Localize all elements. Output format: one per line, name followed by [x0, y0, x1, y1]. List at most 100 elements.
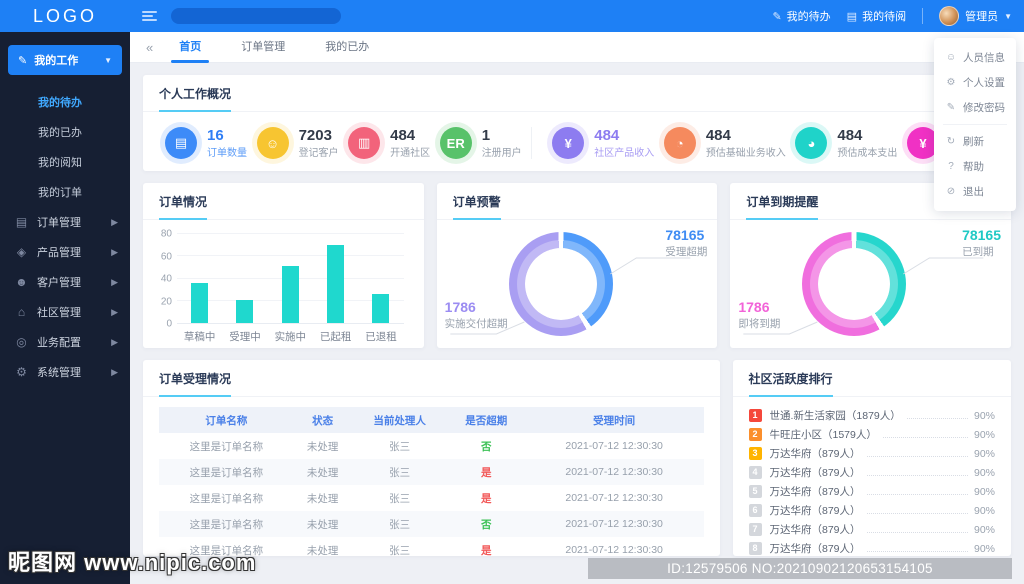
cell-handler: 张三 [389, 466, 411, 479]
sidebar-subitem-label: 我的已办 [38, 127, 82, 139]
chevron-right-icon: ▶ [111, 366, 118, 377]
cell-status: 未处理 [306, 492, 339, 505]
page-tab[interactable]: 订单管理 [221, 32, 305, 63]
order-acceptance-card: 订单受理情况 订单名称 状态 当前处理人 是否超期 受理时间 这里是订单名称 未处理 张三否… [143, 360, 720, 556]
stat-item: ☺ 7203 登记客户 [256, 127, 339, 159]
tab-bar: « 首页 订单管理 我的已办 [130, 32, 1024, 63]
sidebar-group-item[interactable]: ☻ 客户管理 ▶ [0, 267, 130, 297]
sidebar-group-icon: ⌂ [17, 305, 26, 319]
dotted-leader [866, 513, 968, 514]
donut2-title: 订单到期提醒 [746, 193, 819, 220]
user-menu-item[interactable]: ⚙ 个人设置 [934, 70, 1016, 95]
sidebar-group-item[interactable]: ◈ 产品管理 ▶ [0, 237, 130, 267]
order-table-title: 订单受理情况 [159, 370, 232, 397]
chevron-down-icon: ▼ [1004, 11, 1012, 21]
cell-status: 未处理 [306, 440, 339, 453]
order-status-bar-chart: 0 20 40 60 80 [143, 220, 424, 330]
ranking-row: 2 牛旺庄小区（1579人） 90% [748, 425, 995, 444]
sidebar-group-icon: ☻ [15, 275, 28, 289]
sidebar-subitem[interactable]: 我的已办 [0, 117, 130, 147]
cell-time: 2021-07-12 12:30:30 [565, 466, 663, 478]
menu-item-label: 人员信息 [963, 52, 1005, 64]
sidebar-subitem-label: 我的待办 [38, 97, 82, 109]
tabs-back-icon[interactable]: « [146, 39, 154, 55]
sidebar-group-label: 业务配置 [37, 337, 81, 349]
table-row[interactable]: 这里是订单名称 未处理 张三 是 2021-07-12 12:30:30 [159, 459, 704, 485]
stat-value: 1 [481, 126, 491, 144]
hamburger-menu-icon[interactable] [142, 9, 157, 23]
column-header: 当前处理人 [351, 407, 448, 433]
community-name: 万达华府（879人） [769, 543, 861, 555]
bar-category-label: 实施中 [274, 331, 307, 343]
sidebar-subitem[interactable]: 我的订单 [0, 177, 130, 207]
slice-label: 即将到期 [738, 317, 781, 330]
cell-handler: 张三 [389, 544, 411, 557]
bar-category-label: 已退租 [365, 331, 397, 343]
community-name: 万达华府（879人） [769, 467, 861, 479]
sidebar-subitem[interactable]: 我的待办 [0, 87, 130, 117]
cell-handler: 张三 [389, 518, 411, 531]
column-header: 订单名称 [159, 407, 294, 433]
cell-handler: 张三 [389, 440, 411, 453]
page-tab[interactable]: 首页 [159, 32, 221, 63]
header-right: ✎ 我的待办 ▤ 我的待阅 管理员 ▼ [772, 6, 1024, 26]
community-name: 万达华府（879人） [769, 486, 861, 498]
chevron-right-icon: ▶ [111, 276, 118, 287]
ranking-row: 3 万达华府（879人） 90% [748, 444, 995, 463]
rank-badge: 3 [748, 447, 762, 460]
sidebar-group-item[interactable]: ▤ 订单管理 ▶ [0, 207, 130, 237]
ranking-row: 5 万达华府（879人） 90% [748, 482, 995, 501]
activity-percent: 90% [973, 466, 995, 479]
sidebar-group-icon: ▤ [15, 215, 28, 229]
sidebar-subitem[interactable]: 我的阅知 [0, 147, 130, 177]
bar [191, 282, 209, 323]
my-toread-shortcut[interactable]: ▤ 我的待阅 [847, 8, 906, 24]
my-todo-shortcut[interactable]: ✎ 我的待办 [772, 8, 830, 24]
user-menu-item[interactable]: ✎ 修改密码 [934, 95, 1016, 120]
user-menu-item[interactable]: ⊘ 退出 [934, 179, 1016, 204]
user-menu-item[interactable]: ☺ 人员信息 [934, 45, 1016, 70]
ranking-list: 1 世通.新生活家园（1879人） 90% 2 牛旺庄小区（1579人） 90% [733, 397, 1012, 556]
sidebar-group-label: 系统管理 [37, 367, 81, 379]
dotted-leader [882, 437, 968, 438]
user-menu-trigger[interactable]: 管理员 ▼ [939, 6, 1012, 26]
cell-name: 这里是订单名称 [189, 466, 264, 479]
sidebar-group-icon: ⚙ [16, 365, 27, 379]
sidebar-item-my-work[interactable]: ✎ 我的工作 ▼ [8, 45, 122, 75]
stat-value: 16 [207, 126, 224, 144]
y-tick-label: 40 [160, 273, 172, 285]
table-row[interactable]: 这里是订单名称 未处理 张三 否 2021-07-12 12:30:30 [159, 433, 704, 459]
table-row[interactable]: 这里是订单名称 未处理 张三 否 2021-07-12 12:30:30 [159, 511, 704, 537]
chevron-right-icon: ▶ [111, 246, 118, 257]
slice-value: 1786 [444, 299, 476, 315]
table-row[interactable]: 这里是订单名称 未处理 张三 是 2021-07-12 12:30:30 [159, 485, 704, 511]
stat-icon: ☺ [256, 127, 289, 159]
stat-label: 社区产品收入 [594, 148, 655, 160]
slice-label: 实施交付超期 [444, 317, 508, 330]
user-menu-item[interactable]: ? 帮助 [934, 154, 1016, 179]
sidebar-group-item[interactable]: ⌂ 社区管理 ▶ [0, 297, 130, 327]
sidebar-group-item[interactable]: ⚙ 系统管理 ▶ [0, 357, 130, 387]
chevron-right-icon: ▶ [111, 216, 118, 227]
table-row[interactable]: 这里是订单名称 未处理 张三 是 2021-07-12 12:30:30 [159, 537, 704, 556]
bar [236, 299, 254, 323]
todo-doc-icon: ✎ [772, 10, 782, 23]
sidebar-subitem-label: 我的订单 [38, 187, 82, 199]
site-watermark: 昵图网 www.nipic.com [8, 550, 257, 575]
search-input[interactable] [171, 8, 341, 24]
avatar [939, 6, 960, 26]
dotted-leader [866, 456, 968, 457]
community-name: 万达华府（879人） [769, 505, 861, 517]
menu-item-icon: ↻ [946, 136, 956, 147]
stat-value: 484 [390, 126, 416, 144]
sidebar-group-item[interactable]: ◎ 业务配置 ▶ [0, 327, 130, 357]
cell-status: 未处理 [306, 544, 339, 557]
header-divider [922, 8, 924, 24]
dotted-leader [866, 475, 968, 476]
page-tab[interactable]: 我的已办 [305, 32, 389, 63]
slice-label: 已到期 [962, 245, 994, 258]
bar-chart-x-labels: 草稿中 受理中 实施中 已起租 已退租 [143, 324, 424, 344]
order-warning-donut [508, 232, 613, 336]
chevron-right-icon: ▶ [111, 336, 118, 347]
user-menu-item[interactable]: ↻ 刷新 [934, 129, 1016, 154]
